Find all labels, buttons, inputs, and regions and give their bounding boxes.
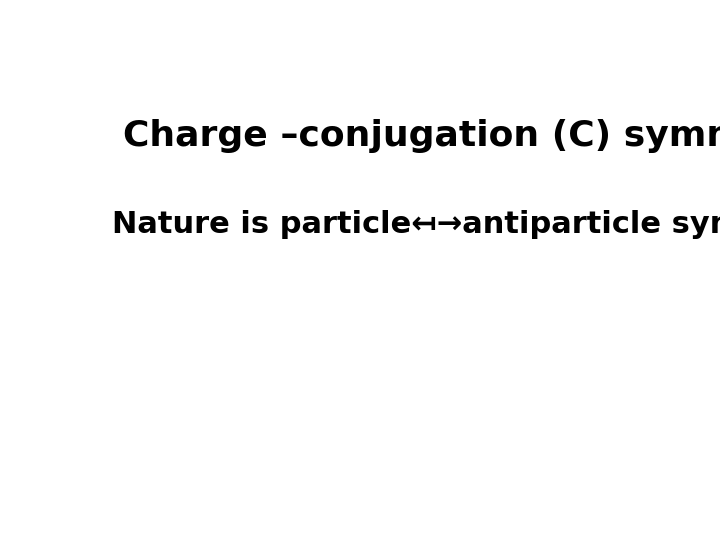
Text: Charge –conjugation (C) symmetry: Charge –conjugation (C) symmetry xyxy=(124,119,720,153)
Text: Nature is particle↤→antiparticle symmetric: Nature is particle↤→antiparticle symmetr… xyxy=(112,210,720,239)
